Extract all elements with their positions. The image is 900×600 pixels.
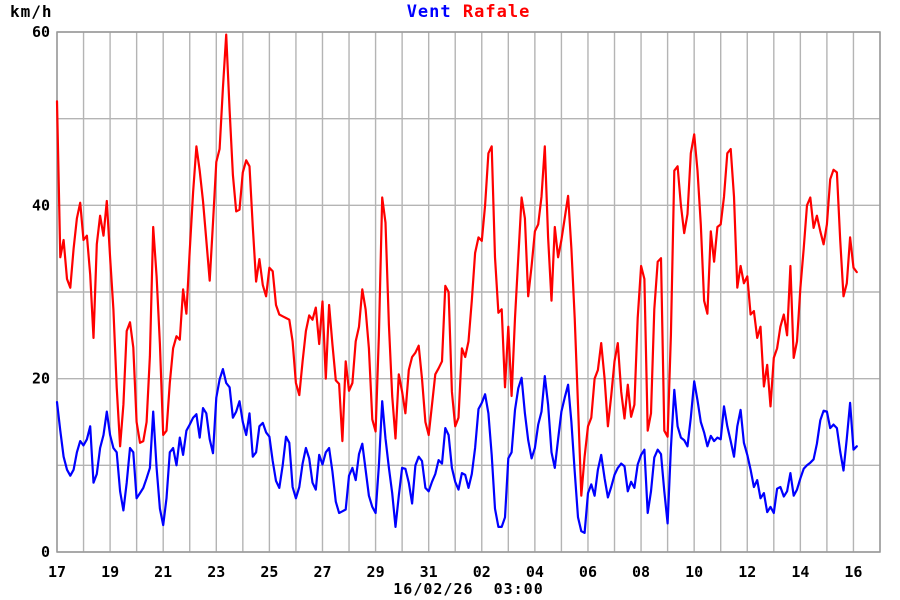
current-datetime-label: 16/02/26 03:00: [393, 580, 544, 598]
x-tick-label: 06: [579, 563, 597, 581]
x-tick-label: 08: [632, 563, 650, 581]
x-tick-label: 04: [526, 563, 544, 581]
rafale-line: [55, 33, 858, 497]
legend-rafale-label: Rafale: [462, 2, 531, 22]
x-tick-label: 14: [791, 563, 809, 581]
plot-border: [56, 31, 881, 553]
vent-line: [55, 368, 858, 535]
y-tick-label: 40: [32, 196, 50, 214]
x-tick-label: 29: [367, 563, 385, 581]
y-tick-label: 20: [32, 370, 50, 388]
x-tick-label: 27: [313, 563, 331, 581]
legend-vent-label: Vent: [406, 2, 452, 22]
x-tick-label: 23: [207, 563, 225, 581]
x-tick-label: 17: [48, 563, 66, 581]
x-tick-label: 19: [101, 563, 119, 581]
x-tick-label: 02: [473, 563, 491, 581]
y-tick-label: 0: [41, 543, 50, 561]
x-tick-label: 10: [685, 563, 703, 581]
y-tick-label: 60: [32, 23, 50, 41]
x-tick-label: 12: [738, 563, 756, 581]
x-tick-label: 21: [154, 563, 172, 581]
y-axis-unit-label: km/h: [10, 2, 53, 21]
chart-title-legend: Vent Rafale: [57, 2, 880, 22]
x-tick-label: 31: [420, 563, 438, 581]
x-tick-label: 25: [260, 563, 278, 581]
x-tick-label: 16: [844, 563, 862, 581]
